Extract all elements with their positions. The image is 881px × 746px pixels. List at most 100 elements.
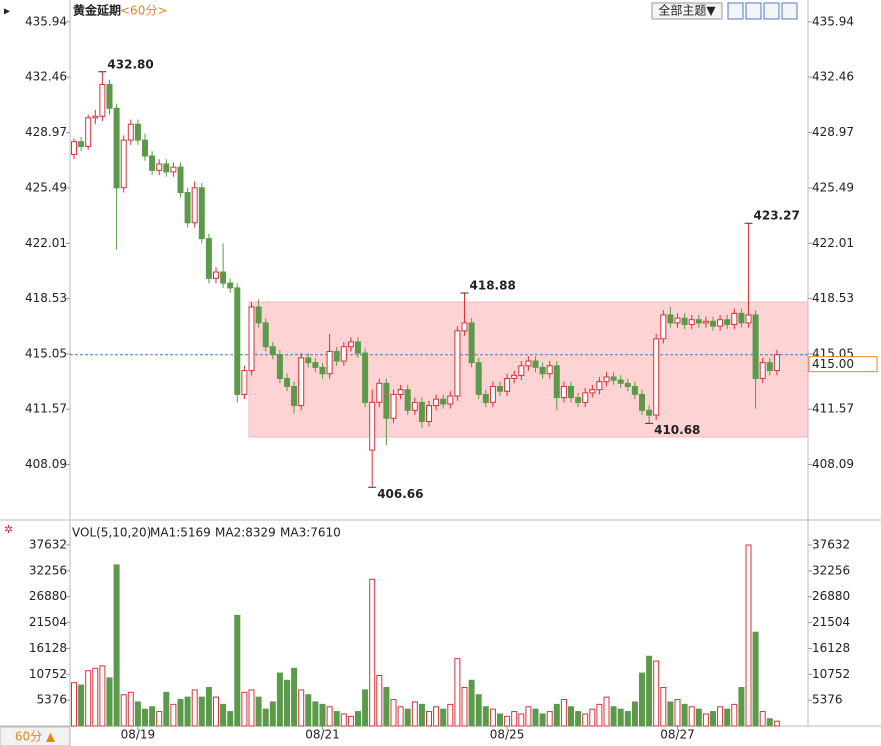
period[interactable]: <60分>: [120, 4, 167, 18]
tool-button[interactable]: [727, 2, 744, 20]
volume-bar: [78, 684, 85, 727]
theme-button[interactable]: [651, 2, 723, 20]
volume-bar: [234, 614, 241, 727]
candle-body: [447, 395, 454, 405]
candle-body: [134, 123, 141, 141]
volume-bar: [404, 708, 411, 727]
candle-body: [362, 352, 369, 403]
candle-body: [624, 382, 631, 387]
y-tick-label: 5376: [812, 693, 843, 707]
volume-bar: [411, 701, 418, 727]
volume-bar: [603, 696, 610, 727]
candle-body: [759, 362, 766, 380]
volume-bar: [582, 713, 589, 727]
volume-bar: [170, 703, 177, 727]
y-tick-label: 428.97: [25, 125, 67, 139]
candle-body: [241, 370, 248, 395]
volume-bar: [426, 711, 432, 727]
volume-bar: [532, 708, 539, 727]
volume-bar: [617, 708, 624, 727]
legend-entry: MA2:8329: [215, 526, 276, 540]
volume-bar: [518, 713, 525, 727]
volume-bar: [504, 715, 511, 727]
y-tick-label: 16128: [812, 641, 850, 655]
candle-body: [404, 389, 411, 411]
volume-bar: [489, 708, 496, 727]
volume-bar: [262, 708, 269, 727]
candle-body: [390, 393, 397, 419]
y-tick-label: 21504: [29, 615, 67, 629]
toolbar: [727, 2, 798, 20]
y-tick-label: 415.05: [25, 346, 67, 360]
candle-body: [418, 401, 425, 422]
candle-body: [532, 360, 539, 368]
volume-bar: [248, 689, 255, 727]
candle-body: [312, 362, 319, 368]
y-tick-label: 418.53: [25, 291, 67, 305]
candle-body: [298, 357, 305, 407]
candle-body: [163, 163, 170, 173]
tool-button[interactable]: [745, 2, 762, 20]
y-tick-label: 435.94: [812, 14, 854, 28]
period-button[interactable]: [0, 726, 71, 746]
candle-body: [411, 401, 418, 411]
candle-body: [198, 187, 205, 240]
theme-button-label[interactable]: 全部主题▼: [658, 3, 716, 18]
candle-body: [284, 378, 290, 387]
volume-bar: [156, 711, 163, 727]
candle-body: [191, 187, 198, 224]
volume-bar: [653, 660, 660, 727]
candle-body: [262, 322, 269, 348]
y-tick-label: 10752: [29, 667, 67, 681]
candle-body: [738, 312, 745, 324]
volume-bar: [127, 691, 134, 727]
y-tick-label: 16128: [29, 641, 67, 655]
volume-bar: [92, 667, 99, 727]
volume-bar: [106, 677, 113, 727]
candle-body: [184, 192, 191, 224]
candle-body: [355, 341, 361, 354]
candle-body: [376, 382, 383, 403]
tool-button[interactable]: [763, 2, 780, 20]
legend-entry: MA3:7610: [280, 526, 341, 540]
volume-bar: [717, 706, 724, 727]
candle-body: [575, 397, 582, 403]
y-tick-label: 408.09: [25, 457, 67, 471]
x-tick-label: 08/25: [490, 728, 525, 742]
candle-body: [71, 141, 77, 155]
candle-body: [667, 314, 674, 324]
volume-bar: [120, 694, 127, 727]
candle-body: [85, 117, 92, 147]
volume-bar: [773, 720, 780, 727]
candle-body: [603, 376, 610, 383]
y-tick-label: 37632: [29, 538, 67, 552]
candle-body: [688, 319, 695, 325]
y-tick-label: 422.01: [812, 236, 854, 250]
volume-title: VOL(5,10,20): [72, 526, 151, 540]
volume-bar: [163, 691, 170, 727]
volume-bar: [355, 711, 361, 727]
settings-icon[interactable]: ✲: [4, 523, 13, 536]
candle-body: [269, 346, 276, 356]
volume-bar: [660, 687, 667, 727]
volume-bar: [213, 696, 219, 727]
volume-bar: [390, 699, 397, 727]
volume-bar: [589, 708, 596, 727]
volume-bar: [447, 703, 454, 727]
candle-body: [646, 409, 653, 416]
candle-body: [106, 83, 113, 109]
candle-body: [560, 385, 567, 399]
period-button-label[interactable]: 60分 ▲: [15, 730, 56, 744]
candle-body: [497, 385, 503, 392]
y-tick-label: 408.09: [812, 457, 854, 471]
volume-bar: [546, 711, 553, 727]
tool-button[interactable]: [781, 2, 798, 20]
volume-bar: [688, 706, 695, 727]
volume-bar: [624, 711, 631, 727]
volume-bar: [553, 703, 560, 727]
volume-bar: [71, 682, 77, 727]
volume-bar: [418, 703, 425, 727]
candle-body: [205, 238, 212, 279]
candle-body: [518, 365, 525, 376]
volume-bar: [142, 708, 148, 727]
